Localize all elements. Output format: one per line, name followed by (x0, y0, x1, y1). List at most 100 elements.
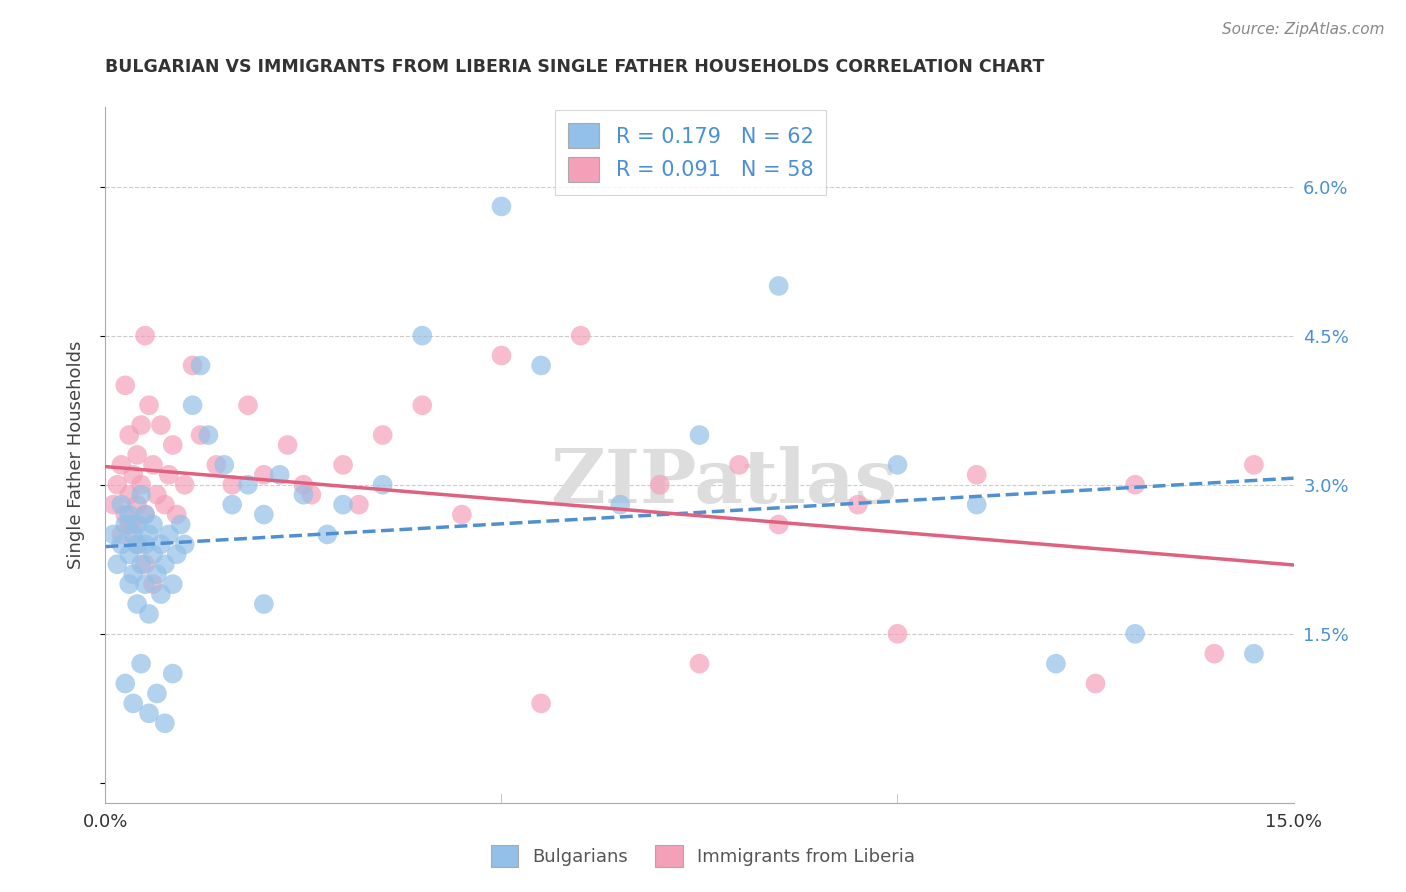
Point (142, 577, 165, 591)
Y-axis label: Single Father Households: Single Father Households (66, 341, 84, 569)
Point (103, 498, 125, 512)
Point (127, 448, 149, 462)
Point (134, 577, 156, 591)
Point (110, 527, 132, 541)
Point (129, 558, 152, 572)
Point (332, 498, 354, 512)
Point (411, 398, 433, 412)
Point (221, 498, 243, 512)
Point (118, 488, 141, 502)
Point (966, 467, 988, 482)
Point (118, 508, 141, 522)
Point (1243, 647, 1265, 661)
Point (134, 537, 156, 551)
Point (689, 428, 711, 442)
Point (236, 477, 259, 491)
Point (153, 498, 176, 512)
Point (138, 398, 160, 412)
Point (122, 527, 145, 541)
Point (221, 477, 243, 491)
Point (181, 398, 204, 412)
Point (127, 537, 149, 551)
Point (253, 508, 276, 522)
Point (886, 458, 908, 472)
Point (768, 517, 790, 532)
Point (173, 477, 195, 491)
Point (105, 477, 128, 491)
Point (149, 587, 172, 601)
Point (299, 488, 322, 502)
Point (142, 458, 165, 472)
Point (103, 527, 125, 541)
Point (269, 467, 291, 482)
Point (134, 558, 156, 572)
Point (1243, 458, 1265, 472)
Point (134, 508, 156, 522)
Point (114, 378, 136, 392)
Point (127, 498, 149, 512)
Point (138, 706, 160, 721)
Text: ZIPatlas: ZIPatlas (550, 446, 897, 519)
Point (138, 527, 160, 541)
Point (127, 537, 149, 551)
Point (689, 657, 711, 671)
Point (316, 527, 339, 541)
Point (105, 558, 128, 572)
Point (122, 567, 145, 582)
Point (609, 498, 631, 512)
Point (846, 498, 869, 512)
Point (1084, 676, 1107, 690)
Point (347, 498, 370, 512)
Point (153, 558, 176, 572)
Point (122, 467, 145, 482)
Point (332, 458, 354, 472)
Point (371, 428, 394, 442)
Point (129, 477, 152, 491)
Point (127, 517, 149, 532)
Point (768, 279, 790, 293)
Point (411, 328, 433, 343)
Point (110, 537, 132, 551)
Point (118, 517, 141, 532)
Point (253, 467, 276, 482)
Point (157, 467, 180, 482)
Point (371, 477, 394, 491)
Point (118, 577, 141, 591)
Point (569, 328, 592, 343)
Point (166, 508, 188, 522)
Point (162, 666, 184, 681)
Point (1045, 657, 1067, 671)
Point (277, 438, 299, 452)
Point (648, 477, 671, 491)
Point (236, 398, 259, 412)
Point (146, 567, 169, 582)
Point (530, 697, 553, 711)
Point (142, 547, 165, 561)
Point (450, 508, 472, 522)
Point (1123, 477, 1146, 491)
Point (197, 428, 219, 442)
Point (166, 547, 188, 561)
Point (491, 349, 513, 363)
Point (173, 537, 195, 551)
Point (127, 597, 149, 611)
Point (142, 517, 165, 532)
Point (1123, 627, 1146, 641)
Point (214, 458, 236, 472)
Point (129, 657, 152, 671)
Legend: R = 0.179   N = 62, R = 0.091   N = 58: R = 0.179 N = 62, R = 0.091 N = 58 (555, 111, 827, 194)
Point (149, 418, 172, 433)
Point (170, 517, 193, 532)
Point (146, 488, 169, 502)
Text: BULGARIAN VS IMMIGRANTS FROM LIBERIA SINGLE FATHER HOUSEHOLDS CORRELATION CHART: BULGARIAN VS IMMIGRANTS FROM LIBERIA SIN… (105, 58, 1045, 76)
Point (205, 458, 228, 472)
Point (181, 359, 204, 373)
Point (190, 428, 212, 442)
Point (149, 537, 172, 551)
Point (886, 627, 908, 641)
Point (110, 458, 132, 472)
Point (129, 488, 152, 502)
Point (114, 517, 136, 532)
Point (129, 418, 152, 433)
Point (153, 716, 176, 731)
